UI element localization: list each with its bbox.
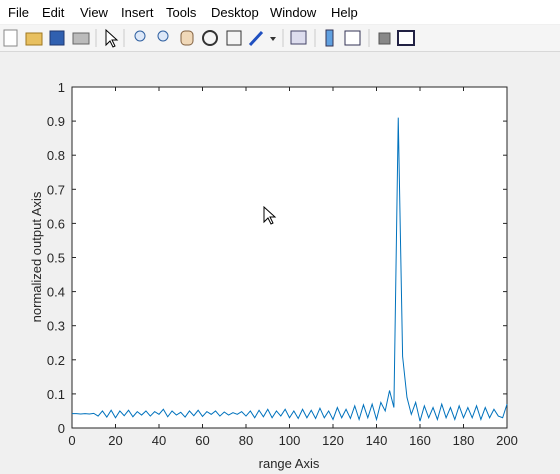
y-tick-label: 0.9	[47, 114, 65, 129]
new-icon[interactable]	[3, 29, 18, 47]
zoom-in-icon[interactable]	[134, 30, 146, 42]
toolbar	[0, 25, 560, 52]
dock-icon[interactable]	[397, 30, 415, 46]
pointer-icon[interactable]	[105, 28, 119, 48]
x-tick-label: 0	[68, 433, 75, 448]
y-tick-label: 0	[58, 421, 65, 436]
menu-item[interactable]: Desktop	[211, 5, 259, 20]
cursor	[263, 206, 277, 225]
x-tick-label: 20	[108, 433, 122, 448]
legend-icon[interactable]	[344, 30, 361, 46]
hide-tools-icon[interactable]	[378, 32, 391, 45]
x-tick-label: 160	[409, 433, 431, 448]
data-line	[72, 117, 508, 422]
open-icon[interactable]	[25, 32, 43, 46]
x-tick-label: 40	[152, 433, 166, 448]
axes-box	[71, 86, 508, 429]
y-tick-label: 1	[58, 80, 65, 95]
menu-item[interactable]: Edit	[42, 5, 65, 20]
dropdown[interactable]	[270, 37, 276, 41]
link-icon[interactable]	[290, 30, 307, 45]
brush-icon[interactable]	[248, 30, 264, 47]
y-tick-label: 0.6	[47, 216, 65, 231]
datacursor-icon[interactable]	[226, 30, 242, 46]
pan-icon[interactable]	[180, 30, 194, 46]
x-tick-label: 80	[239, 433, 253, 448]
menu-item[interactable]: File	[8, 5, 29, 20]
y-tick-label: 0.5	[47, 251, 65, 266]
save-icon[interactable]	[49, 30, 65, 46]
y-tick-label: 0.2	[47, 353, 65, 368]
toolbar-icons	[3, 28, 415, 48]
x-tick-label: 140	[366, 433, 388, 448]
print-icon[interactable]	[72, 32, 90, 45]
x-tick-label: 60	[195, 433, 209, 448]
rotate-icon[interactable]	[202, 30, 218, 46]
plot-area	[72, 87, 507, 428]
menu-item[interactable]: Insert	[121, 5, 154, 20]
x-tick-label: 100	[279, 433, 301, 448]
x-axis-label: range Axis	[259, 456, 320, 471]
menu-item[interactable]: Help	[331, 5, 358, 20]
colorbar-icon[interactable]	[325, 29, 334, 47]
y-tick-label: 0.8	[47, 148, 65, 163]
x-tick-label: 200	[496, 433, 518, 448]
zoom-out-icon[interactable]	[157, 30, 169, 42]
x-tick-label: 180	[453, 433, 475, 448]
y-tick-label: 0.7	[47, 182, 65, 197]
menu-item[interactable]: Window	[270, 5, 317, 20]
y-axis-label: normalized output Axis	[29, 191, 44, 322]
menu-bar: File Edit View Insert Tools Desktop Window Help	[0, 0, 560, 24]
y-tick-label: 0.3	[47, 319, 65, 334]
menu-item[interactable]: Tools	[166, 5, 197, 20]
x-tick-label: 120	[322, 433, 344, 448]
y-tick-label: 0.4	[47, 285, 65, 300]
y-tick-label: 0.1	[47, 387, 65, 402]
menu-item[interactable]: View	[80, 5, 108, 20]
